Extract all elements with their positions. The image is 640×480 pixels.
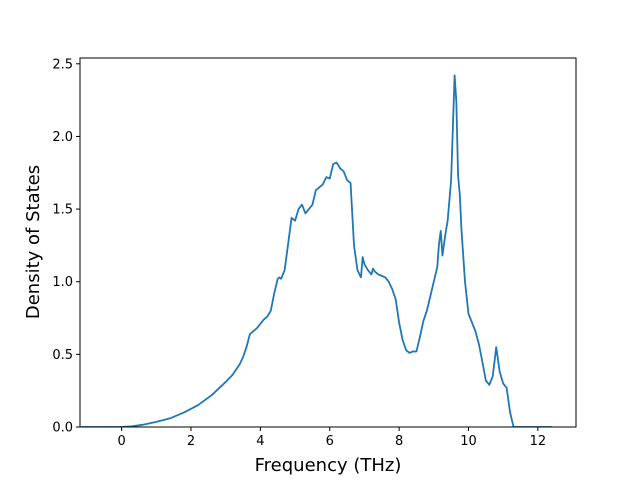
y-tick-label-1.0: 1.0 [52,275,73,290]
x-tick-label-8: 8 [395,434,403,449]
y-tick-label-2.5: 2.5 [52,57,73,72]
plot-area: 0 2 4 6 8 10 12 0.0 0.5 1.0 1.5 2.0 2.5 [52,57,577,449]
x-tick-label-10: 10 [460,434,477,449]
x-tick-label-2: 2 [187,434,195,449]
y-tick-label-1.5: 1.5 [52,203,73,218]
y-tick-label-2.0: 2.0 [52,130,73,145]
y-tick-label-0.0: 0.0 [52,421,73,436]
x-tick-label-6: 6 [326,434,334,449]
y-tick-label-0.5: 0.5 [52,348,73,363]
x-axis-label: Frequency (THz) [255,455,402,476]
x-tick-label-12: 12 [530,434,547,449]
y-axis-label: Density of States [23,165,44,319]
axes-frame [79,57,577,428]
series-line-0 [81,74,552,427]
x-tick-label-4: 4 [256,434,264,449]
x-tick-label-0: 0 [117,434,125,449]
